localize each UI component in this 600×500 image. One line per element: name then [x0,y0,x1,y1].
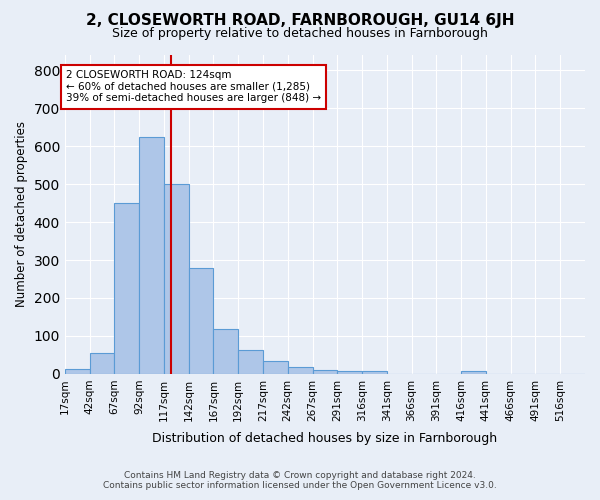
Bar [188,268,214,374]
Bar [337,371,362,374]
Bar [288,367,313,374]
Bar [238,350,263,374]
Bar [313,370,337,374]
Bar [461,371,486,374]
Text: Contains HM Land Registry data © Crown copyright and database right 2024.
Contai: Contains HM Land Registry data © Crown c… [103,470,497,490]
Bar [89,353,115,374]
Bar [263,360,288,374]
Y-axis label: Number of detached properties: Number of detached properties [15,122,28,308]
Text: 2, CLOSEWORTH ROAD, FARNBOROUGH, GU14 6JH: 2, CLOSEWORTH ROAD, FARNBOROUGH, GU14 6J… [86,12,514,28]
X-axis label: Distribution of detached houses by size in Farnborough: Distribution of detached houses by size … [152,432,497,445]
Bar [214,330,238,374]
Bar [164,184,188,374]
Text: 2 CLOSEWORTH ROAD: 124sqm
← 60% of detached houses are smaller (1,285)
39% of se: 2 CLOSEWORTH ROAD: 124sqm ← 60% of detac… [66,70,321,103]
Bar [139,136,164,374]
Bar [115,203,139,374]
Bar [65,370,89,374]
Bar [362,371,387,374]
Text: Size of property relative to detached houses in Farnborough: Size of property relative to detached ho… [112,28,488,40]
